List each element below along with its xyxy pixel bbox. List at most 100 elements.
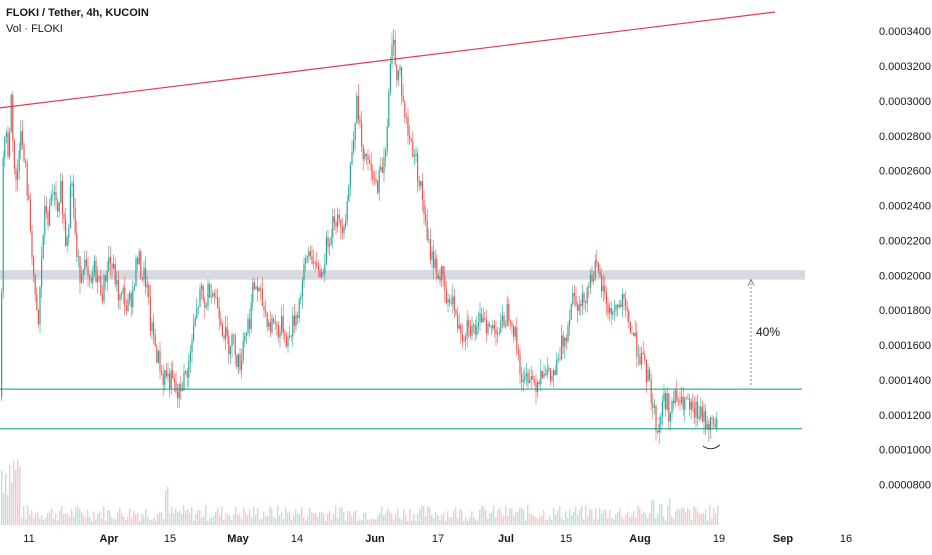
candle-body (173, 378, 175, 383)
volume-bar (593, 519, 595, 525)
volume-bar (361, 520, 363, 525)
volume-bar (339, 507, 341, 525)
volume-bar (69, 516, 71, 525)
candle-body (466, 320, 468, 337)
candle-body (77, 256, 79, 258)
volume-bar (173, 513, 175, 525)
candle-body (154, 335, 156, 347)
volume-bar (357, 520, 359, 525)
volume-bar (171, 506, 173, 525)
candle-body (685, 398, 687, 399)
volume-bar (263, 511, 265, 525)
volume-bar (89, 516, 91, 525)
volume-bar (543, 510, 545, 525)
volume-bar (469, 517, 471, 525)
candle-body (549, 368, 551, 381)
candle-body (284, 333, 286, 336)
volume-bar (601, 513, 603, 525)
candle-body (581, 293, 583, 306)
volume-bar (591, 510, 593, 525)
volume-bar (39, 518, 41, 525)
candle-body (570, 304, 572, 321)
candle-body (396, 64, 398, 81)
volume-bar (381, 506, 383, 525)
candle-body (189, 352, 191, 362)
candle-body (181, 390, 183, 392)
volume-bar (5, 473, 7, 525)
candle-body (604, 285, 606, 293)
candle-body (138, 251, 140, 265)
volume-bar (27, 505, 29, 525)
candle-body (197, 306, 199, 308)
volume-bar (343, 511, 345, 525)
candle-body (679, 400, 681, 403)
candle-body (569, 320, 571, 327)
candle-body (378, 169, 380, 193)
candle-body (33, 257, 35, 275)
candle-body (207, 283, 209, 307)
volume-bar (131, 518, 133, 525)
volume-bar (709, 505, 711, 525)
candle-body (545, 373, 547, 376)
volume-bar (19, 466, 21, 525)
x-tick-label: 19 (713, 533, 725, 545)
volume-bar (571, 515, 573, 525)
candle-body (220, 318, 222, 325)
candle-body (105, 275, 107, 282)
volume-bar (223, 519, 225, 525)
candle-body (506, 303, 508, 326)
volume-bar (411, 520, 413, 525)
volume-bar (541, 515, 543, 525)
volume-bar (313, 513, 315, 525)
candle-body (692, 401, 694, 408)
volume-bar (13, 460, 15, 525)
candle-body (140, 251, 142, 278)
volume-bar (139, 520, 141, 525)
candle-body (514, 327, 516, 337)
candle-body (333, 216, 335, 223)
volume-bar (481, 505, 483, 525)
volume-bar (333, 514, 335, 525)
candle-body (281, 316, 283, 332)
candle-body (221, 324, 223, 336)
candle-body (282, 316, 284, 334)
volume-bar (191, 506, 193, 525)
volume-bar (181, 513, 183, 525)
volume-bar (209, 518, 211, 525)
volume-bar (217, 507, 219, 525)
volume-bar (537, 518, 539, 525)
candle-body (15, 168, 17, 180)
measure-label: 40% (756, 325, 780, 339)
candle-body (101, 294, 103, 302)
candle-body (273, 318, 275, 323)
candle-body (565, 337, 567, 342)
candle-body (503, 315, 505, 327)
volume-bar (231, 520, 233, 525)
candle-body (285, 335, 287, 347)
volume-bar (663, 516, 665, 525)
volume-bar (511, 508, 513, 525)
candle-body (442, 266, 444, 276)
candle-body (557, 358, 559, 360)
candle-body (663, 393, 665, 402)
volume-bar (111, 517, 113, 525)
candle-body (695, 401, 697, 418)
candle-body (583, 293, 585, 303)
candle-body (564, 337, 566, 347)
candle-body (100, 276, 102, 295)
volume-bar (391, 513, 393, 525)
volume-bar (385, 513, 387, 525)
volume-bar (529, 513, 531, 525)
candle-body (609, 307, 611, 313)
candle-body (551, 376, 553, 381)
volume-bar (695, 507, 697, 525)
candle-body (713, 419, 715, 425)
volume-bar (229, 515, 231, 525)
candle-body (391, 44, 393, 64)
volume-bar (521, 507, 523, 525)
x-tick-label: 11 (23, 533, 34, 545)
candle-body (714, 424, 716, 428)
candle-body (617, 304, 619, 308)
